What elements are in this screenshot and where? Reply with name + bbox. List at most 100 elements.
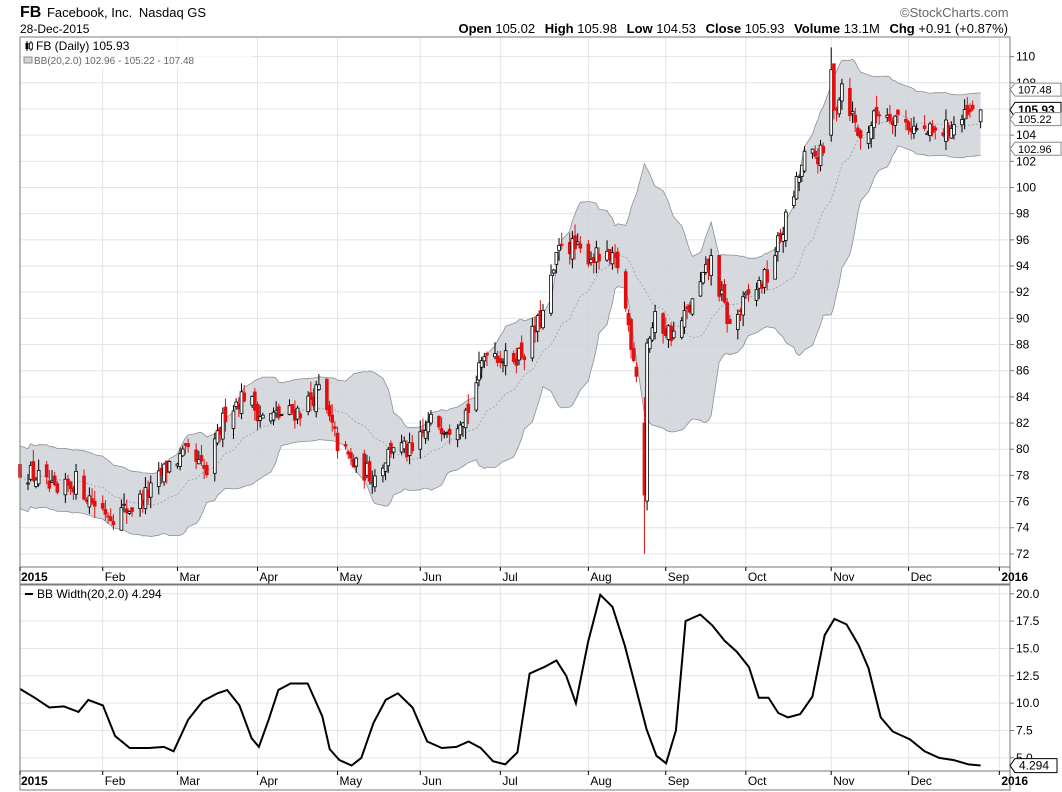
price-ytick-label: 98 <box>1016 207 1030 221</box>
candle-body <box>477 362 481 381</box>
exchange-name: Nasdaq GS <box>138 5 207 20</box>
candle-body <box>869 125 874 140</box>
brand-text: StockCharts.com <box>909 5 1009 20</box>
bbwidth-plot-bg <box>20 585 1010 771</box>
candle-body <box>717 255 721 297</box>
band-value-tag: 107.48 <box>1009 82 1062 97</box>
candle-body <box>261 414 265 419</box>
candle-body <box>327 405 332 417</box>
candle-body <box>813 150 818 157</box>
candle-body <box>610 252 615 265</box>
price-axis-bg <box>19 566 1011 585</box>
candle-body <box>253 391 257 411</box>
candle-body <box>773 255 777 280</box>
candle-body <box>888 113 892 122</box>
bbwidth-xtick-label: Mar <box>179 774 200 788</box>
candle-body <box>914 128 919 130</box>
candle-body <box>68 481 73 490</box>
price-xtick-label: Dec <box>911 570 932 584</box>
candle-body <box>559 243 564 246</box>
candle-body <box>874 106 879 117</box>
candle-body <box>623 271 628 309</box>
candle-body <box>952 124 956 136</box>
bbwidth-tag-box <box>1009 758 1058 774</box>
price-ytick-label: 102 <box>1016 154 1036 168</box>
value-tag-label: 105.22 <box>1018 114 1052 126</box>
candle-body <box>439 428 444 435</box>
ohlc-summary: Open 105.02 High 105.98 Low 104.53 Close… <box>458 21 1008 36</box>
candle-body <box>55 483 60 493</box>
candle-body <box>858 130 863 139</box>
candle-body <box>143 487 148 510</box>
candle-body <box>127 511 132 514</box>
candle-body <box>736 313 740 330</box>
candle-body <box>31 461 36 481</box>
price-xtick-label: Apr <box>259 570 278 584</box>
candle-body <box>354 457 359 467</box>
candle-body <box>47 480 52 489</box>
value-tag-box <box>1009 112 1062 127</box>
candle-body <box>850 111 855 115</box>
legend-bg <box>22 39 252 69</box>
price-xtick-label: Nov <box>833 570 854 584</box>
price-xtick-label: 2015 <box>21 570 48 584</box>
candle-body <box>872 110 876 129</box>
candle-body <box>893 115 898 126</box>
price-xtick-label: Jun <box>422 570 441 584</box>
candle-body <box>194 449 198 462</box>
value-tag-label: 107.48 <box>1018 85 1052 97</box>
bbwidth-xtick-label: Jul <box>502 774 517 788</box>
candle-body <box>26 482 30 485</box>
candle-body <box>877 114 882 117</box>
price-ytick-label: 84 <box>1016 390 1030 404</box>
candle-body <box>541 309 545 329</box>
candle-body <box>82 475 86 500</box>
candle-body <box>156 470 161 487</box>
candle-body <box>180 448 185 457</box>
candle-body <box>650 327 655 341</box>
ohlc-value-open: 105.02 <box>495 21 536 36</box>
candle-body <box>381 467 385 477</box>
price-ytick-label: 110 <box>1016 50 1035 64</box>
ohlc-value-high: 105.98 <box>577 21 618 36</box>
price-panel: 7274767880828486889092949698100102104106… <box>18 36 1062 568</box>
candle-body <box>631 347 636 362</box>
ohlc-label-close: Close <box>705 21 742 36</box>
bbwidth-last-tag: 4.294 <box>1009 758 1058 774</box>
candle-body <box>482 356 487 362</box>
candle-body <box>511 353 516 363</box>
candle-body <box>423 430 428 439</box>
candle-body <box>970 104 975 110</box>
candle-body <box>474 382 479 411</box>
price-ytick-label: 96 <box>1016 233 1030 247</box>
candle-body <box>335 432 340 452</box>
bollinger-middle-line <box>19 113 981 506</box>
candle-body <box>551 269 556 274</box>
candle-body <box>122 503 126 506</box>
candle-body <box>466 403 471 414</box>
value-tag-box <box>1009 82 1062 97</box>
candle-body <box>279 414 284 417</box>
price-xtick-label: Sep <box>668 570 690 584</box>
candle-body <box>314 384 318 413</box>
candle-body <box>503 350 508 367</box>
candle-body <box>386 448 391 467</box>
candle-body <box>325 378 329 411</box>
candle-body <box>978 109 983 123</box>
value-tag-label: 102.96 <box>1018 144 1052 156</box>
candle-body <box>196 458 201 465</box>
bbwidth-xtick-label: 2015 <box>21 774 48 788</box>
price-xtick-label: Aug <box>590 570 611 584</box>
bbwidth-ytick-label: 7.5 <box>1016 724 1033 738</box>
candle-body <box>295 407 300 420</box>
bbwidth-ytick-label: 17.5 <box>1016 614 1040 628</box>
candle-body <box>797 177 801 183</box>
candle-body <box>933 127 938 131</box>
candle-body <box>765 269 769 283</box>
bbwidth-xtick-label: Oct <box>748 774 767 788</box>
bbwidth-x-axis: 2015 Feb Mar Apr May Jun Jul Aug Sep Oct Nov Dec 201… <box>19 770 1028 791</box>
candle-body <box>578 243 583 249</box>
ohlc-value-volume: 13.1M <box>843 21 880 36</box>
candle-body <box>853 114 858 123</box>
